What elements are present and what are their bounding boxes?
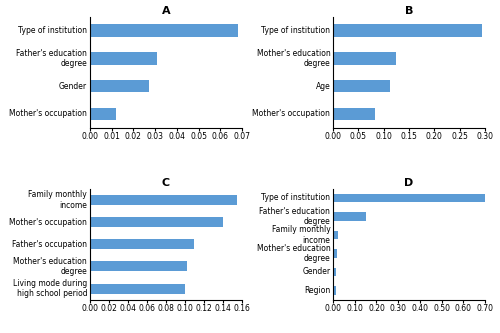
Bar — [90, 80, 148, 92]
Title: D: D — [404, 178, 413, 188]
Bar — [333, 24, 482, 37]
Bar — [90, 52, 158, 65]
Bar — [333, 80, 390, 92]
Bar — [333, 212, 366, 221]
Bar — [90, 108, 116, 120]
Bar — [90, 239, 194, 249]
Title: C: C — [162, 178, 170, 188]
Bar — [333, 231, 338, 239]
Bar — [333, 268, 336, 276]
Bar — [333, 286, 336, 295]
Bar — [333, 52, 396, 65]
Title: A: A — [162, 6, 170, 16]
Title: B: B — [405, 6, 413, 16]
Bar — [90, 284, 185, 294]
Bar — [90, 217, 223, 227]
Bar — [90, 24, 238, 37]
Bar — [333, 108, 375, 120]
Bar — [90, 261, 187, 271]
Bar — [333, 249, 338, 258]
Bar — [333, 194, 490, 202]
Bar — [90, 195, 237, 205]
